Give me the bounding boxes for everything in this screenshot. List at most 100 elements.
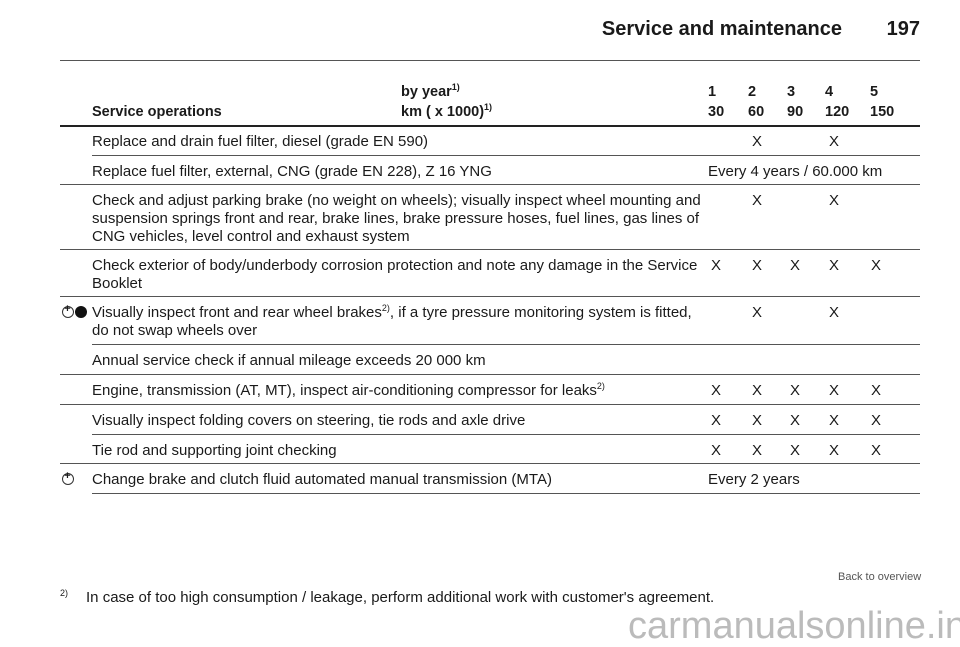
operation-text: Replace fuel filter, external, CNG (grad… <box>92 163 702 181</box>
table-row: Replace fuel filter, external, CNG (grad… <box>0 156 960 185</box>
divider <box>60 60 920 61</box>
year-header: 3 <box>787 84 796 100</box>
plus-circle-icon <box>62 303 74 318</box>
by-year-text: by year <box>401 84 452 100</box>
footnote-ref: 1) <box>451 82 460 92</box>
interval-mark: X <box>710 257 721 274</box>
interval-mark: X <box>751 133 762 150</box>
interval-mark: X <box>751 304 762 321</box>
operation-text: Check exterior of body/underbody corrosi… <box>92 257 702 293</box>
operation-text: Visually inspect front and rear wheel br… <box>92 304 702 340</box>
interval-mark: X <box>870 257 881 274</box>
header-divider <box>60 125 920 127</box>
operation-text: Annual service check if annual mileage e… <box>92 352 702 370</box>
footnote-text: In case of too high consumption / leakag… <box>86 589 715 606</box>
interval-mark: X <box>828 192 839 209</box>
row-divider <box>92 493 920 494</box>
year-header: 5 <box>870 84 879 100</box>
row-divider <box>60 463 920 464</box>
km-header: 30 <box>708 104 725 120</box>
km-header: 120 <box>825 104 850 120</box>
operation-text: Replace and drain fuel filter, diesel (g… <box>92 133 702 151</box>
operation-label: Replace fuel filter, external, CNG (grad… <box>92 163 492 180</box>
interval-text: Every 2 years <box>708 471 800 488</box>
filled-circle-icon <box>75 306 87 318</box>
interval-mark: X <box>870 382 881 399</box>
interval-mark: X <box>751 442 762 459</box>
back-to-overview-link[interactable]: Back to overview <box>838 571 922 583</box>
operation-label: Visually inspect front and rear wheel br… <box>92 304 382 321</box>
plus-circle-icon <box>62 470 74 485</box>
table-row: Replace and drain fuel filter, diesel (g… <box>0 126 960 156</box>
operation-text: Engine, transmission (AT, MT), inspect a… <box>92 382 702 400</box>
km-header: 90 <box>787 104 804 120</box>
footnote: 2) In case of too high consumption / leak… <box>60 588 715 607</box>
interval-mark: X <box>751 192 762 209</box>
km-text: km ( x 1000) <box>401 104 485 120</box>
operation-text: Check and adjust parking brake (no weigh… <box>92 192 702 246</box>
interval-mark: X <box>828 257 839 274</box>
operation-text: Visually inspect folding covers on steer… <box>92 412 702 430</box>
icons <box>62 303 87 318</box>
interval-mark: X <box>751 257 762 274</box>
interval-mark: X <box>870 442 881 459</box>
footnote-ref: 2) <box>596 381 605 391</box>
footnote-mark: 2) <box>60 588 69 598</box>
row-divider <box>60 296 920 297</box>
table-row: Check and adjust parking brake (no weigh… <box>0 185 960 250</box>
operation-label: Engine, transmission (AT, MT), inspect a… <box>92 382 597 399</box>
km-label: km ( x 1000)1) <box>401 102 493 121</box>
interval-mark: X <box>828 304 839 321</box>
row-divider <box>60 404 920 405</box>
interval-mark: X <box>828 442 839 459</box>
km-header: 60 <box>748 104 765 120</box>
table-row: Tie rod and supporting joint checking X X X… <box>0 435 960 464</box>
operation-label: Visually inspect folding covers on steer… <box>92 412 526 429</box>
row-divider <box>60 374 920 375</box>
km-header: 150 <box>870 104 895 120</box>
row-divider <box>92 344 920 345</box>
operation-label: Tie rod and supporting joint checking <box>92 442 337 459</box>
year-header: 1 <box>708 84 717 100</box>
table-row: Visually inspect front and rear wheel br… <box>0 297 960 345</box>
year-header: 2 <box>748 84 757 100</box>
table-row: Visually inspect folding covers on steer… <box>0 405 960 435</box>
column-header-service-operations: Service operations <box>92 104 222 120</box>
operation-label: Check and adjust parking brake (no weigh… <box>92 192 701 245</box>
icons <box>62 470 74 485</box>
interval-text: Every 4 years / 60.000 km <box>708 163 883 180</box>
footnote-ref: 1) <box>484 102 493 112</box>
operation-text: Tie rod and supporting joint checking <box>92 442 702 460</box>
interval-mark: X <box>751 382 762 399</box>
operation-label: Check exterior of body/underbody corrosi… <box>92 257 698 292</box>
interval-mark: X <box>789 257 800 274</box>
year-header: 4 <box>825 84 834 100</box>
interval-mark: X <box>710 442 721 459</box>
table-row: Change brake and clutch fluid automated … <box>0 464 960 494</box>
by-year-label: by year1) <box>401 82 460 101</box>
interval-mark: X <box>710 412 721 429</box>
interval-mark: X <box>789 382 800 399</box>
interval-mark: X <box>828 382 839 399</box>
interval-mark: X <box>710 382 721 399</box>
watermark: carmanualsonline.info <box>628 605 960 647</box>
operation-label: Replace and drain fuel filter, diesel (g… <box>92 133 429 150</box>
interval-mark: X <box>789 412 800 429</box>
operation-text: Change brake and clutch fluid automated … <box>92 471 702 489</box>
row-divider <box>60 184 920 185</box>
interval-mark: X <box>789 442 800 459</box>
interval-mark: X <box>751 412 762 429</box>
table-row: Check exterior of body/underbody corrosi… <box>0 250 960 297</box>
row-divider <box>92 155 920 156</box>
interval-mark: X <box>870 412 881 429</box>
operation-label: Change brake and clutch fluid automated … <box>92 471 552 488</box>
footnote-ref: 2) <box>381 303 390 313</box>
table-row: Annual service check if annual mileage e… <box>0 345 960 375</box>
operation-label: Annual service check if annual mileage e… <box>92 352 486 369</box>
operation-label-cont: , if a tyre pressure monitoring system i… <box>92 304 692 339</box>
interval-mark: X <box>828 412 839 429</box>
row-divider <box>92 434 920 435</box>
page-number: 197 <box>886 18 920 40</box>
interval-mark: X <box>828 133 839 150</box>
table-row: Engine, transmission (AT, MT), inspect a… <box>0 375 960 405</box>
